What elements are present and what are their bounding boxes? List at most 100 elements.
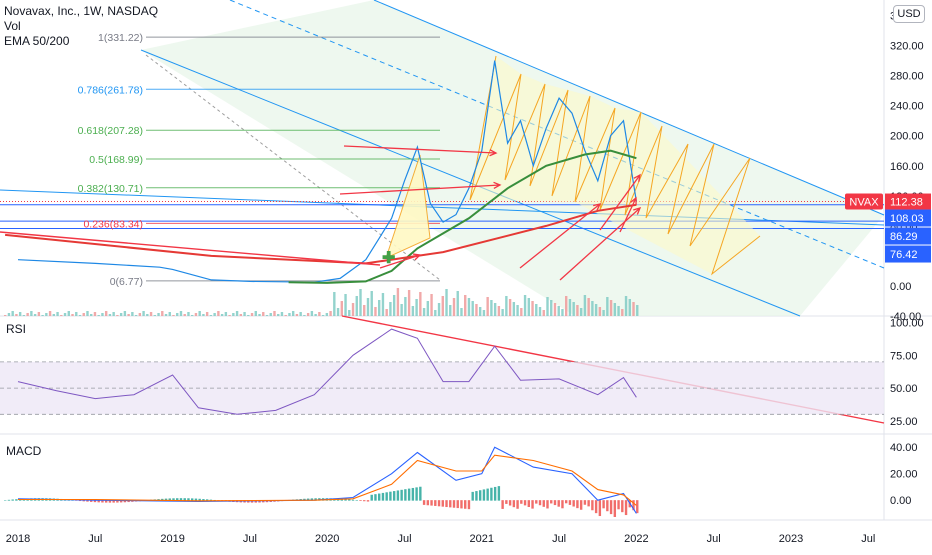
macd-histogram-bar	[381, 492, 385, 501]
volume-bar	[359, 289, 362, 316]
time-tick-label: 2018	[6, 533, 30, 545]
macd-histogram-bar	[179, 498, 183, 501]
chart-legend[interactable]: Novavax, Inc., 1W, NASDAQ Vol EMA 50/200	[4, 4, 158, 49]
macd-histogram-bar	[164, 498, 168, 501]
macd-histogram-bar	[523, 500, 527, 506]
macd-histogram-bar	[340, 498, 343, 501]
volume-bar	[505, 296, 508, 316]
volume-bar	[482, 310, 486, 316]
volume-bar	[97, 315, 100, 316]
price-tick-label: 0.00	[890, 281, 911, 293]
macd-histogram-bar	[310, 498, 314, 501]
macd-histogram-bar	[7, 499, 11, 501]
volume-bar	[535, 304, 538, 316]
rsi-pane-label[interactable]: RSI	[6, 322, 27, 336]
macd-histogram-bar	[430, 500, 433, 506]
rsi-line	[17, 328, 637, 415]
volume-bar	[52, 314, 56, 316]
macd-histogram-bar	[490, 487, 493, 501]
macd-histogram-bar	[385, 492, 388, 501]
volume-bar	[258, 314, 261, 316]
volume-bar	[576, 305, 579, 316]
macd-tick-label: 0.00	[890, 495, 911, 507]
time-tick-label: 2020	[315, 533, 339, 545]
volume-bar	[441, 296, 444, 316]
price-line	[17, 60, 637, 283]
macd-histogram-bar	[609, 500, 613, 515]
macd-histogram-bar	[452, 500, 456, 508]
price-tick-label: -40.00	[890, 311, 921, 323]
volume-bar	[187, 312, 190, 316]
volume-bars	[4, 288, 639, 316]
volume-bar	[501, 309, 504, 316]
ema-indicator-label[interactable]: EMA 50/200	[4, 34, 70, 48]
volume-bar	[239, 314, 243, 316]
trend-arrow-4	[599, 174, 641, 231]
volume-bar	[621, 309, 624, 316]
volume-bar	[467, 298, 471, 316]
fib-label: 0.382(130.71)	[78, 183, 143, 195]
volume-bar	[351, 303, 355, 316]
trend-arrow-head-3	[633, 207, 642, 215]
level-price-label: 108.03	[890, 213, 924, 225]
volume-bar	[220, 314, 224, 316]
macd-histogram-bar	[475, 491, 478, 501]
macd-pane-label[interactable]: MACD	[6, 444, 42, 458]
volume-bar	[389, 302, 392, 316]
volume-bar	[572, 302, 575, 316]
macd-histogram-bar	[437, 500, 441, 507]
pattern-triangle	[385, 154, 431, 259]
macd-histogram-bar	[187, 498, 190, 501]
fibonacci-retracement[interactable]: 1(331.22) 0.786(261.78) 0.618(207.28) 0.5(1…	[78, 32, 440, 288]
volume-bar	[157, 313, 160, 316]
volume-bar	[247, 315, 250, 316]
macd-histogram-bar	[191, 498, 194, 501]
macd-histogram-bar	[78, 500, 82, 502]
volume-bar	[366, 298, 370, 316]
volume-bar	[613, 303, 617, 316]
volume-bar	[104, 311, 108, 316]
macd-histogram-bar	[378, 493, 381, 501]
level-price-bg	[885, 245, 931, 263]
volume-bar	[63, 313, 67, 316]
macd-histogram-bar	[449, 500, 452, 508]
volume-bar	[508, 299, 512, 316]
volume-indicator-label[interactable]: Vol	[4, 19, 21, 33]
symbol-title[interactable]: Novavax, Inc., 1W, NASDAQ	[4, 4, 159, 18]
trend-arrow-5	[619, 197, 637, 233]
macd-histogram-bar	[90, 500, 93, 502]
volume-bar	[422, 308, 426, 316]
volume-bar	[460, 308, 463, 316]
time-tick-label: 2019	[160, 533, 184, 545]
macd-tick-label: 20.00	[890, 469, 918, 481]
macd-histogram-bar	[86, 500, 89, 502]
macd-histogram-bar	[422, 500, 426, 505]
macd-histogram-bar	[606, 500, 609, 512]
volume-bar	[75, 312, 78, 316]
macd-histogram-bar	[482, 489, 486, 501]
trend-arrow-3	[559, 207, 641, 281]
macd-histogram-bar	[400, 489, 403, 501]
trend-arrow-2	[519, 203, 601, 269]
volume-bar	[434, 310, 437, 316]
volume-bar	[198, 311, 201, 316]
volume-bar	[250, 313, 254, 316]
macd-histogram-bar	[576, 500, 579, 509]
volume-bar	[396, 288, 400, 316]
volume-bar	[344, 294, 347, 316]
volume-bar	[295, 314, 299, 316]
long-downtrend-line	[0, 231, 381, 266]
volume-bar	[527, 298, 530, 316]
volume-bar	[4, 315, 7, 316]
macd-histogram-bar	[579, 500, 583, 510]
volume-bar	[628, 299, 631, 316]
volume-bar	[299, 312, 302, 316]
fib-label: 0(6.77)	[110, 276, 143, 288]
fib-label: 0.236(83.34)	[83, 218, 143, 230]
price-tick-label: 320.00	[890, 41, 924, 53]
currency-button[interactable]: USD	[893, 5, 925, 23]
macd-histogram-bar	[467, 500, 471, 510]
volume-bar	[385, 309, 388, 316]
